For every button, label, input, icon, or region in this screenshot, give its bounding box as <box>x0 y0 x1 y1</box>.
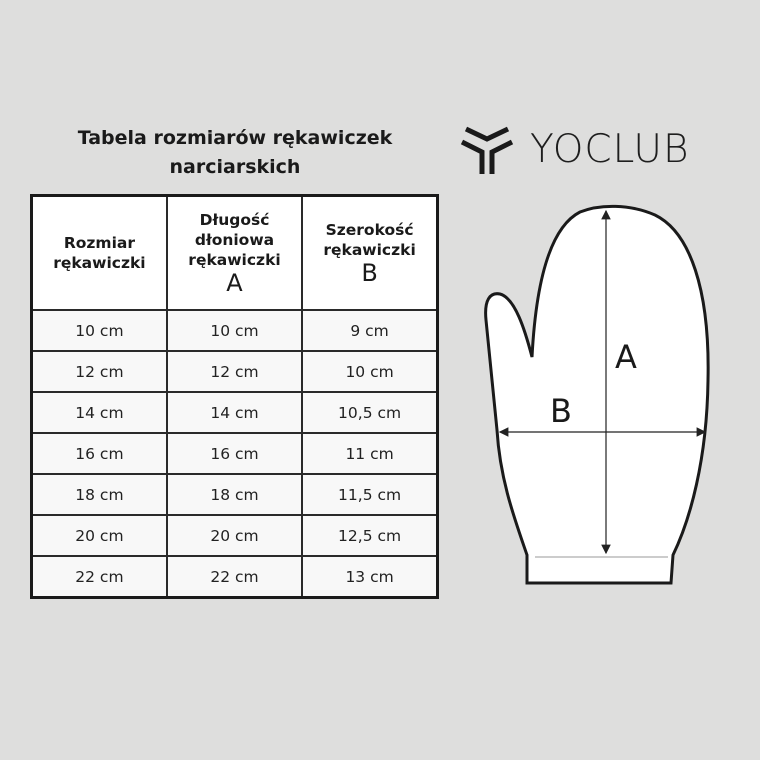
cell-width: 12,5 cm <box>301 514 439 557</box>
cell-size: 12 cm <box>30 350 168 393</box>
table-row: 22 cm 22 cm 13 cm <box>30 555 439 599</box>
header-size: Rozmiar rękawiczki <box>30 194 168 311</box>
cell-length: 12 cm <box>165 350 304 393</box>
cell-length: 22 cm <box>165 555 304 599</box>
cell-width: 10 cm <box>301 350 439 393</box>
header-width: Szerokość rękawiczki B <box>301 194 439 311</box>
cell-size: 22 cm <box>30 555 168 599</box>
table-row: 18 cm 18 cm 11,5 cm <box>30 473 439 516</box>
cell-width: 11 cm <box>301 432 439 475</box>
table-row: 14 cm 14 cm 10,5 cm <box>30 391 439 434</box>
table-row: 20 cm 20 cm 12,5 cm <box>30 514 439 557</box>
cell-size: 10 cm <box>30 309 168 352</box>
page-title: Tabela rozmiarów rękawiczek narciarskich <box>77 127 393 178</box>
table-header-row: Rozmiar rękawiczki Długość dłoniowa ręka… <box>30 194 439 311</box>
table-row: 12 cm 12 cm 10 cm <box>30 350 439 393</box>
glove-outline <box>484 204 710 585</box>
header-length: Długość dłoniowa rękawiczki A <box>165 194 304 311</box>
cell-width: 13 cm <box>301 555 439 599</box>
cell-width: 11,5 cm <box>301 473 439 516</box>
cell-width: 10,5 cm <box>301 391 439 434</box>
size-table: Rozmiar rękawiczki Długość dłoniowa ręka… <box>30 194 439 599</box>
cell-size: 18 cm <box>30 473 168 516</box>
table-row: 10 cm 10 cm 9 cm <box>30 309 439 352</box>
cell-size: 16 cm <box>30 432 168 475</box>
width-label: B <box>550 392 572 430</box>
length-label: A <box>615 338 637 376</box>
cell-length: 10 cm <box>165 309 304 352</box>
cell-size: 20 cm <box>30 514 168 557</box>
cell-width: 9 cm <box>301 309 439 352</box>
cell-size: 14 cm <box>30 391 168 434</box>
cell-length: 20 cm <box>165 514 304 557</box>
cell-length: 16 cm <box>165 432 304 475</box>
cell-length: 14 cm <box>165 391 304 434</box>
cell-length: 18 cm <box>165 473 304 516</box>
yoclub-y-icon <box>460 126 514 174</box>
logo-text: YOCLUB <box>530 126 690 172</box>
brand-logo: YOCLUB <box>460 124 690 174</box>
table-row: 16 cm 16 cm 11 cm <box>30 432 439 475</box>
